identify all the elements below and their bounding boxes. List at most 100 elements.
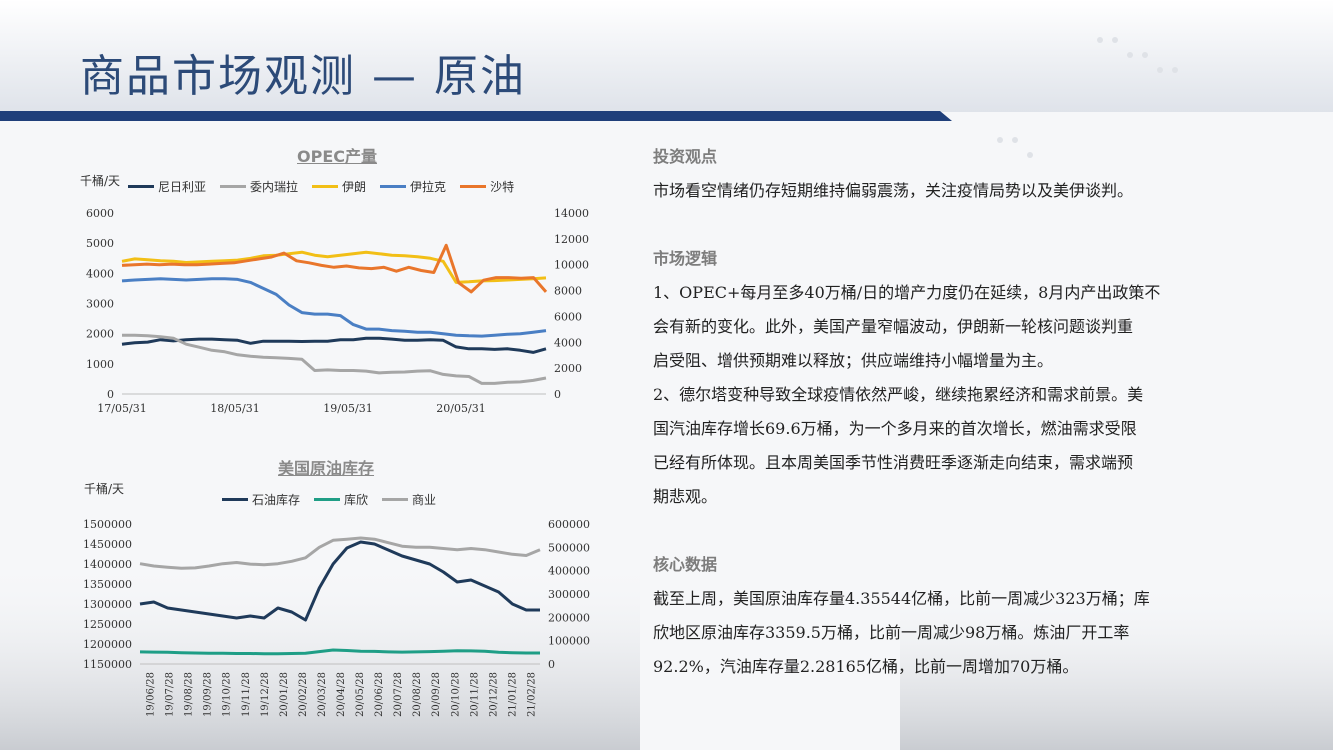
core-data-line: 欣地区原油库存3359.5万桶，比前一周减少98万桶。炼油厂开工率 [653,623,1130,642]
x-tick-label: 20/09/28 [431,672,442,717]
y2-tick-label: 12000 [554,233,589,246]
y2-tick-label: 400000 [548,565,590,578]
legend-item: 委内瑞拉 [220,178,298,195]
series-line [121,277,547,338]
legend-item: 伊拉克 [380,178,446,195]
section-title-core-data: 核心数据 [653,555,718,574]
legend-swatch [382,498,409,501]
market-logic-line: 期悲观。 [653,487,718,506]
core-data-line: 截至上周，美国原油库存量4.35544亿桶，比前一周减少323万桶；库 [653,589,1150,608]
legend-label: 石油库存 [252,493,301,507]
y-tick-label: 2000 [86,328,114,341]
y-tick-label: 3000 [86,298,114,311]
x-tick-label: 20/12/28 [488,672,499,717]
legend-swatch [312,185,339,188]
analysis-panel: 投资观点 市场看空情绪仍存短期维持偏弱震荡，关注疫情局势以及美伊谈判。 市场逻辑… [653,140,1253,684]
legend-label: 沙特 [490,180,515,194]
series-line [139,540,540,622]
x-tick-label: 21/01/28 [507,672,518,717]
section-title-market-logic: 市场逻辑 [653,249,718,268]
legend-label: 尼日利亚 [158,180,207,194]
series-line [121,250,547,284]
investment-view-text: 市场看空情绪仍存短期维持偏弱震荡，关注疫情局势以及美伊谈判。 [653,181,1134,200]
legend-swatch [222,498,248,501]
x-tick-label: 21/02/28 [526,672,537,717]
y-tick-label: 1500000 [83,518,132,531]
y-tick-label: 1450000 [83,538,132,551]
legend-swatch [380,185,407,188]
legend-item: 库欣 [314,491,368,508]
series-line [139,648,540,656]
series-line [121,336,547,354]
chart1-legend: 尼日利亚 委内瑞拉 伊朗 伊拉克 沙特 [128,178,514,195]
x-tick-label: 19/09/28 [203,672,214,717]
series-line [121,243,548,294]
y-tick-label: 1350000 [83,578,132,591]
x-tick-label: 20/10/28 [450,672,461,717]
y-tick-label: 5000 [86,237,114,250]
legend-swatch [460,185,487,188]
y2-tick-label: 500000 [548,541,590,554]
x-tick-label: 19/11/28 [241,672,252,717]
y-tick-label: 6000 [86,207,114,220]
y2-tick-label: 300000 [548,588,590,601]
y2-tick-label: 0 [554,388,561,401]
legend-swatch [314,498,341,501]
x-tick-label: 18/05/31 [210,402,259,415]
x-tick-label: 20/08/28 [412,672,423,717]
legend-item: 伊朗 [312,178,366,195]
market-logic-line: 会有新的变化。此外，美国产量窄幅波动，伊朗新一轮核问题谈判重 [653,317,1134,336]
y-tick-label: 0 [107,388,114,401]
x-tick-label: 20/06/28 [374,672,385,717]
x-tick-label: 17/05/31 [97,402,146,415]
y2-tick-label: 8000 [554,285,582,298]
x-tick-label: 19/08/28 [184,672,195,717]
y-tick-label: 1200000 [83,638,132,651]
chart1-title: OPEC产量 [297,147,378,166]
y2-tick-label: 4000 [554,336,582,349]
page-title: 商品市场观测 — 原油 [80,51,526,102]
x-tick-label: 20/01/28 [279,672,290,717]
x-tick-label: 20/02/28 [298,672,309,717]
series-line [139,536,541,570]
chart2-legend: 石油库存 库欣 商业 [222,491,436,508]
chart1-ylabel: 千桶/天 [80,174,121,188]
y-tick-label: 1150000 [83,658,132,671]
legend-swatch [128,185,154,188]
x-tick-label: 19/05/31 [323,402,372,415]
market-logic-line: 1、OPEC+每月至多40万桶/日的增产力度仍在延续，8月内产出政策不 [653,283,1161,302]
y2-tick-label: 14000 [554,207,589,220]
section-title-investment-view: 投资观点 [653,147,718,166]
y-tick-label: 1400000 [83,558,132,571]
y-tick-label: 1250000 [83,618,132,631]
y2-tick-label: 10000 [554,259,589,272]
x-tick-label: 20/04/28 [336,672,347,717]
market-logic-line: 启受阻、增供预期难以释放；供应端维持小幅增量为主。 [653,351,1054,370]
legend-item: 沙特 [460,178,514,195]
market-logic-line: 国汽油库存增长69.6万桶，为一个多月来的首次增长，燃油需求受限 [653,419,1137,438]
x-tick-label: 20/03/28 [317,672,328,717]
legend-item: 尼日利亚 [128,178,206,195]
x-tick-label: 19/12/28 [260,672,271,717]
y2-tick-label: 100000 [548,635,590,648]
market-logic-line: 已经有所体现。且本周美国季节性消费旺季逐渐走向结束，需求端预 [653,453,1134,472]
x-tick-label: 20/11/28 [469,672,480,717]
legend-swatch [220,185,247,188]
series-line [122,333,547,385]
core-data-line: 92.2%，汽油库存量2.28165亿桶，比前一周增加70万桶。 [653,657,1079,676]
market-logic-line: 2、德尔塔变种导致全球疫情依然严峻，继续拖累经济和需求前景。美 [653,385,1144,404]
x-tick-label: 20/05/28 [355,672,366,717]
x-tick-label: 19/07/28 [165,672,176,717]
y-tick-label: 4000 [86,267,114,280]
legend-item: 商业 [382,491,436,508]
header-bar [0,111,952,121]
y2-tick-label: 0 [548,658,555,671]
legend-label: 库欣 [344,493,369,507]
legend-label: 商业 [412,493,437,507]
x-tick-label: 19/10/28 [222,672,233,717]
legend-label: 伊拉克 [410,180,447,194]
legend-label: 伊朗 [342,180,367,194]
chart2-ylabel: 千桶/天 [84,482,125,496]
